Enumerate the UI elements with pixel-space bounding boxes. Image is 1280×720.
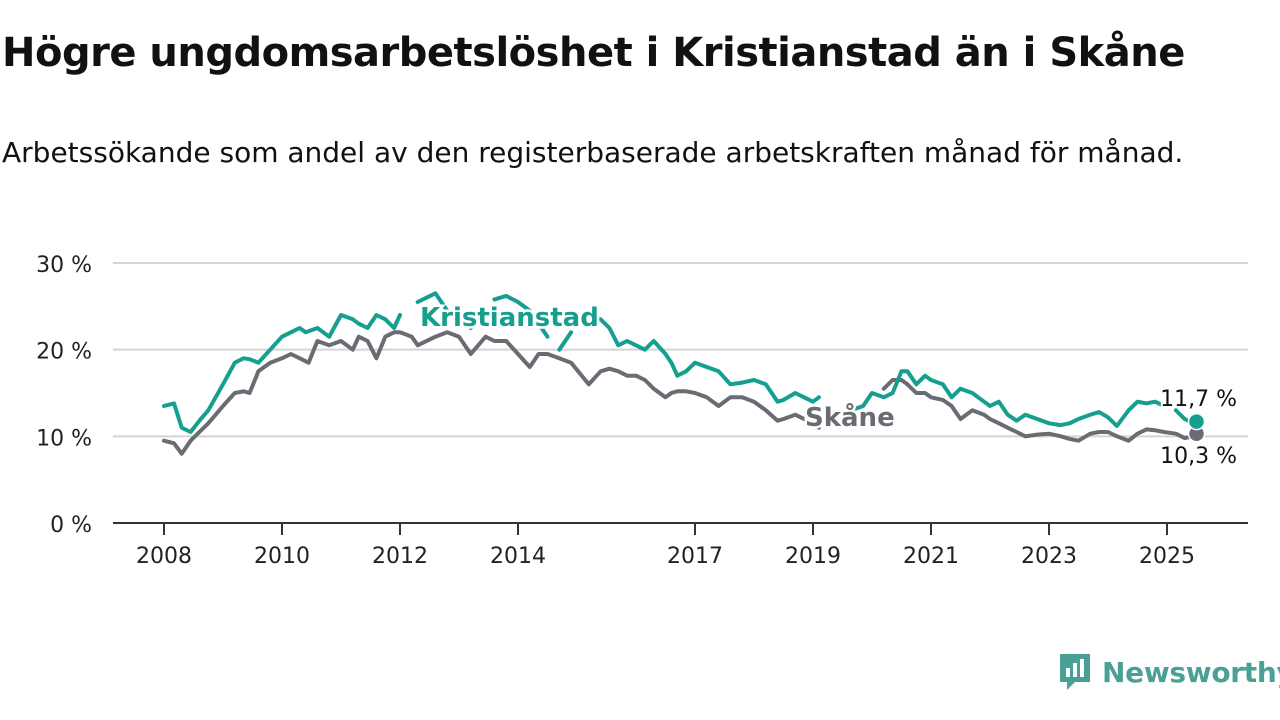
series-line-kristianstad [415, 291, 473, 330]
y-tick-label: 10 % [36, 426, 92, 451]
series-line-skane [881, 378, 1199, 443]
series-label-kristianstad: Kristianstad [420, 303, 599, 333]
y-axis-ticks: 0 % 10 % 20 % 30 % [36, 253, 92, 538]
series-labels: Kristianstad Skåne 11,7 % 10,3 % [418, 301, 1240, 472]
y-tick-label: 20 % [36, 340, 92, 365]
x-tick-label: 2012 [372, 544, 428, 569]
end-label-kristianstad: 11,7 % [1160, 387, 1237, 412]
series-line-kristianstad [162, 313, 402, 434]
y-tick-label: 30 % [36, 253, 92, 278]
series-lines [162, 291, 1206, 456]
y-tick-label: 0 % [50, 513, 92, 538]
x-tick-label: 2017 [667, 544, 723, 569]
end-point-kristianstad [1187, 412, 1206, 431]
x-tick-label: 2025 [1139, 544, 1195, 569]
series-line-kristianstad [849, 369, 1167, 428]
end-label-skane: 10,3 % [1160, 444, 1237, 469]
x-tick-label: 2010 [254, 544, 310, 569]
x-tick-label: 2008 [136, 544, 192, 569]
series-line-kristianstad [492, 293, 550, 339]
series-label-skane: Skåne [805, 401, 895, 433]
page-title: Högre ungdomsarbetslöshet i Kristianstad… [2, 30, 1185, 76]
x-axis-ticks: 2008 2010 2012 2014 2017 2019 2021 2023 2025 [136, 523, 1195, 569]
newsworthy-brand: Newsworthy [1058, 652, 1280, 692]
series-line-kristianstad [557, 330, 574, 352]
page-subtitle: Arbetssökande som andel av den registerb… [2, 136, 1184, 169]
x-tick-label: 2021 [903, 544, 959, 569]
newsworthy-logo-icon [1060, 654, 1090, 690]
series-line-skane [162, 330, 821, 456]
x-tick-label: 2019 [785, 544, 841, 569]
x-tick-label: 2023 [1021, 544, 1077, 569]
gridlines [113, 262, 1248, 438]
brand-label: Newsworthy [1102, 655, 1280, 689]
x-tick-label: 2014 [490, 544, 546, 569]
series-line-kristianstad [598, 317, 821, 404]
